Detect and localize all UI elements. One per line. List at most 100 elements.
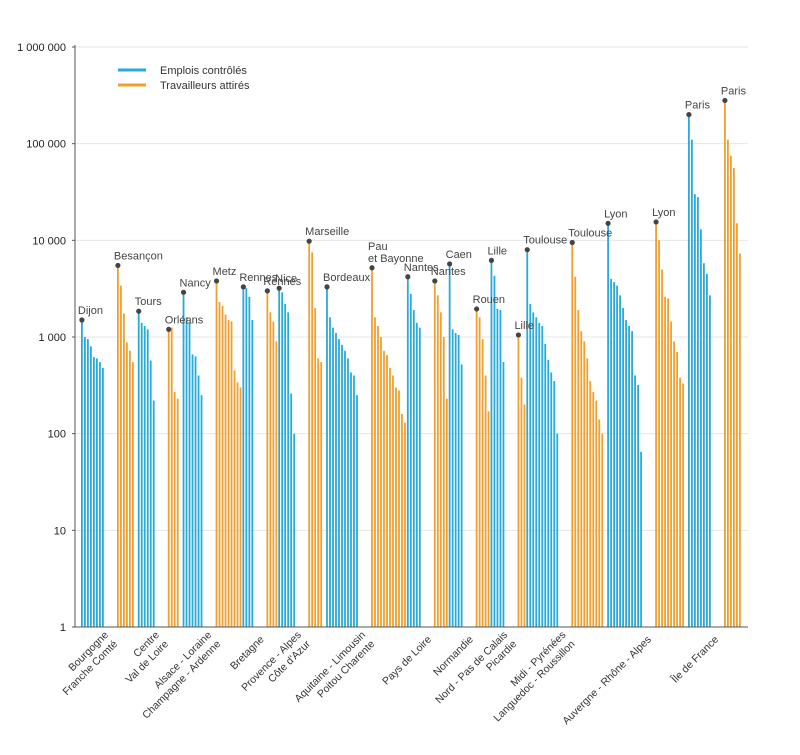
bar-emplois bbox=[613, 282, 615, 627]
bar-emplois bbox=[454, 332, 457, 627]
bar-emplois bbox=[278, 288, 281, 627]
bar-emplois bbox=[326, 286, 328, 627]
bar-travailleurs bbox=[739, 253, 741, 627]
annotation-label: Bordeaux bbox=[323, 272, 371, 284]
annotation-marker bbox=[432, 278, 438, 284]
bar-travailleurs bbox=[317, 358, 320, 627]
annotation-marker bbox=[524, 247, 530, 253]
bar-travailleurs bbox=[445, 398, 448, 627]
bar-travailleurs bbox=[233, 370, 236, 627]
bar-emplois bbox=[529, 303, 532, 627]
bar-emplois bbox=[341, 344, 343, 627]
annotation-label: Tours bbox=[135, 296, 162, 308]
y-axis: 1 10 100 1 000 10 000 100 000 1 000 000 bbox=[17, 42, 76, 634]
bar-travailleurs bbox=[227, 319, 230, 627]
bar-emplois bbox=[610, 278, 612, 627]
bar-emplois bbox=[535, 317, 538, 627]
bar-emplois bbox=[90, 346, 92, 627]
bar-travailleurs bbox=[724, 100, 726, 627]
bar-travailleurs bbox=[727, 139, 729, 627]
bar-emplois bbox=[451, 329, 454, 627]
bar-travailleurs bbox=[520, 377, 523, 627]
bar-travailleurs bbox=[389, 367, 391, 627]
annotation-marker bbox=[276, 285, 282, 291]
bar-emplois bbox=[99, 362, 101, 627]
bar-travailleurs bbox=[126, 342, 128, 627]
bar-emplois bbox=[194, 356, 197, 627]
bar-travailleurs bbox=[523, 404, 526, 627]
annotation-marker bbox=[369, 265, 375, 271]
annotation-marker bbox=[722, 97, 728, 104]
bar-emplois bbox=[697, 197, 699, 627]
legend-label-emplois: Emplois contrôlés bbox=[160, 65, 247, 77]
bar-travailleurs bbox=[682, 383, 684, 627]
bar-emplois bbox=[460, 364, 463, 627]
bar-emplois bbox=[418, 327, 421, 627]
bar-emplois bbox=[344, 350, 346, 627]
bar-travailleurs bbox=[239, 387, 242, 627]
bar-emplois bbox=[284, 303, 287, 627]
bar-emplois bbox=[694, 194, 696, 627]
annotation-label: Metz bbox=[213, 266, 237, 278]
annotation-label: Caen bbox=[446, 249, 472, 261]
bar-emplois bbox=[332, 327, 334, 627]
y-tick-label: 1 bbox=[60, 622, 66, 634]
bar-travailleurs bbox=[436, 295, 439, 627]
bar-emplois bbox=[499, 310, 502, 627]
bars bbox=[81, 100, 741, 628]
bar-travailleurs bbox=[673, 341, 675, 627]
bar-emplois bbox=[353, 375, 355, 627]
bar-emplois bbox=[490, 260, 493, 627]
annotation-marker bbox=[569, 239, 575, 246]
y-tick-label: 1 000 000 bbox=[17, 42, 66, 54]
annotation-label: Lille bbox=[487, 245, 507, 257]
bar-travailleurs bbox=[484, 375, 487, 627]
annotation-marker bbox=[447, 261, 453, 267]
bar-travailleurs bbox=[404, 422, 406, 627]
bar-emplois bbox=[547, 359, 550, 627]
annotation-label: Rennes bbox=[239, 272, 277, 284]
annotation-marker bbox=[324, 284, 330, 290]
bar-emplois bbox=[245, 288, 248, 627]
bar-travailleurs bbox=[132, 362, 134, 627]
bar-emplois bbox=[607, 223, 609, 628]
bar-travailleurs bbox=[173, 391, 176, 627]
bar-emplois bbox=[146, 329, 149, 627]
bar-emplois bbox=[152, 400, 155, 627]
bar-travailleurs bbox=[481, 339, 484, 627]
annotation-marker bbox=[180, 289, 187, 295]
annotation-label: Paris bbox=[721, 85, 747, 97]
bar-travailleurs bbox=[679, 377, 681, 627]
annotation-label: Toulouse bbox=[523, 235, 567, 247]
bar-travailleurs bbox=[595, 400, 598, 627]
bar-travailleurs bbox=[320, 362, 323, 627]
bar-emplois bbox=[640, 451, 642, 627]
bar-emplois bbox=[188, 322, 191, 627]
annotation-label: Dijon bbox=[78, 305, 103, 317]
annotation-label: Rouen bbox=[473, 294, 505, 306]
y-tick-label: 1 000 bbox=[38, 332, 66, 344]
bar-emplois bbox=[709, 295, 711, 627]
legend-label-travailleurs: Travailleurs attirés bbox=[160, 80, 250, 92]
annotation-marker bbox=[405, 274, 411, 280]
bar-travailleurs bbox=[661, 269, 663, 627]
bar-travailleurs bbox=[487, 411, 490, 627]
bar-emplois bbox=[143, 325, 146, 627]
bar-emplois bbox=[634, 375, 636, 627]
annotation-label: Toulouse bbox=[568, 227, 612, 239]
bar-emplois bbox=[87, 339, 89, 627]
bar-emplois bbox=[625, 319, 627, 627]
bar-travailleurs bbox=[583, 341, 586, 627]
annotation-label: et Bayonne bbox=[368, 253, 424, 265]
bar-travailleurs bbox=[395, 387, 397, 627]
annotation-marker bbox=[653, 219, 659, 225]
bar-travailleurs bbox=[730, 155, 732, 627]
annotation-marker bbox=[79, 317, 85, 323]
annotation-marker bbox=[240, 284, 246, 290]
bar-emplois bbox=[93, 357, 95, 627]
bar-emplois bbox=[251, 319, 254, 627]
bar-travailleurs bbox=[478, 317, 481, 627]
annotation-marker bbox=[213, 278, 220, 284]
